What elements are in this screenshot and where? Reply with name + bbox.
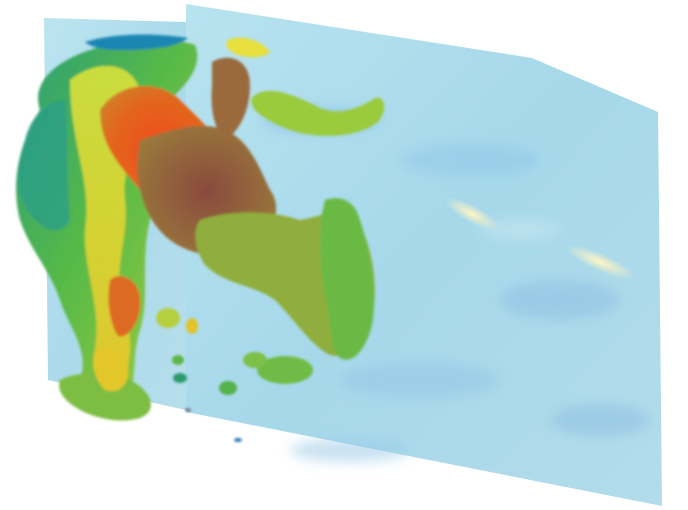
isosurface-blue-rim: [85, 34, 188, 50]
isosurface-fragment-3: [219, 381, 237, 395]
isosurface-green-arm: [251, 90, 385, 136]
isosurface-fragment-7: [156, 308, 180, 328]
isosurface-fragment-4: [173, 373, 187, 383]
isosurface-yellow-top: [226, 37, 270, 58]
isosurface-fragment-9: [185, 408, 191, 412]
isosurface-fragment-8: [234, 438, 242, 442]
isosurface-lower-yellow: [93, 348, 129, 392]
isosurface-lower-tendril: [59, 373, 151, 421]
isosurface-red-branch: [108, 276, 141, 337]
isosurface-teal-region: [18, 100, 70, 231]
isosurface: [16, 34, 385, 442]
isosurface-fragment-2: [243, 352, 267, 368]
isosurface-green-plume: [319, 198, 375, 360]
isosurface-fragment-1: [257, 356, 313, 384]
isosurface-fragment-6: [172, 355, 184, 365]
isosurface-fragment-5: [186, 318, 198, 334]
plane-texture: [260, 106, 650, 462]
isosurface-brown-tendril: [211, 57, 250, 141]
